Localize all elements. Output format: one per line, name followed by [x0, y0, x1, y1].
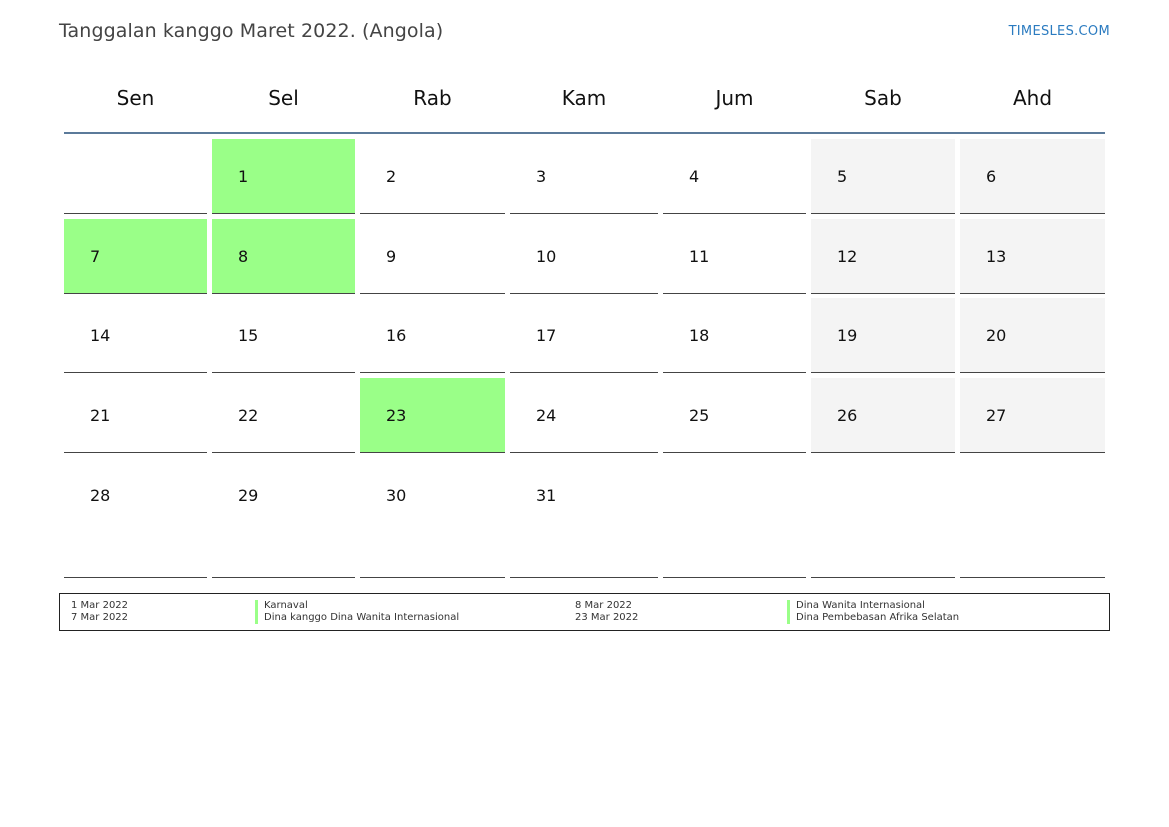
day-number: 7	[90, 247, 101, 266]
day-cell[interactable]: 19	[811, 298, 955, 373]
holiday-name: Dina Wanita Internasional	[787, 600, 925, 612]
day-number: 8	[238, 247, 249, 266]
day-cell[interactable]: 26	[811, 378, 955, 453]
weekday-label: Sab	[864, 86, 902, 110]
day-number: 14	[90, 326, 111, 345]
day-number: 2	[386, 167, 397, 186]
day-number: 19	[837, 326, 858, 345]
day-number: 18	[689, 326, 710, 345]
day-number: 6	[986, 167, 997, 186]
day-cell[interactable]: 17	[510, 298, 658, 373]
weekday-label: Rab	[413, 86, 452, 110]
holiday-legend: 1 Mar 2022 Karnaval 7 Mar 2022 Dina kanggo …	[59, 593, 1110, 631]
day-cell[interactable]: 14	[64, 298, 207, 373]
day-cell[interactable]: 16	[360, 298, 505, 373]
day-cell[interactable]: 24	[510, 378, 658, 453]
day-number: 26	[837, 406, 858, 425]
day-cell[interactable]: 29	[212, 458, 355, 578]
day-cell[interactable]: 3	[510, 139, 658, 214]
holiday-date: 8 Mar 2022	[575, 600, 633, 611]
day-cell[interactable]: 1	[212, 139, 355, 214]
empty-day-cell	[960, 458, 1105, 578]
day-cell[interactable]: 22	[212, 378, 355, 453]
brand-link[interactable]: TIMESLES.COM	[1008, 24, 1110, 39]
day-number: 31	[536, 486, 557, 505]
empty-day-cell	[64, 139, 207, 214]
day-cell[interactable]: 15	[212, 298, 355, 373]
day-number: 5	[837, 167, 848, 186]
day-cell[interactable]: 25	[663, 378, 806, 453]
day-number: 15	[238, 326, 259, 345]
day-cell[interactable]: 5	[811, 139, 955, 214]
day-cell[interactable]: 6	[960, 139, 1105, 214]
holiday-name: Karnaval	[255, 600, 308, 612]
day-cell[interactable]: 18	[663, 298, 806, 373]
day-number: 29	[238, 486, 259, 505]
weekday-label: Jum	[715, 86, 754, 110]
holiday-date: 7 Mar 2022	[71, 612, 129, 623]
day-number: 21	[90, 406, 111, 425]
day-cell[interactable]: 11	[663, 219, 806, 294]
day-number: 24	[536, 406, 557, 425]
day-number: 25	[689, 406, 710, 425]
day-number: 30	[386, 486, 407, 505]
day-number: 28	[90, 486, 111, 505]
page-title: Tanggalan kanggo Maret 2022. (Angola)	[59, 20, 444, 42]
day-number: 11	[689, 247, 710, 266]
day-cell[interactable]: 30	[360, 458, 505, 578]
day-number: 1	[238, 167, 249, 186]
day-cell[interactable]: 21	[64, 378, 207, 453]
holiday-name: Dina kanggo Dina Wanita Internasional	[255, 612, 459, 624]
day-number: 22	[238, 406, 259, 425]
weekday-header: Sen Sel Rab Kam Jum Sab Ahd	[64, 80, 1105, 134]
holiday-date: 23 Mar 2022	[575, 612, 639, 623]
day-number: 17	[536, 326, 557, 345]
day-cell[interactable]: 13	[960, 219, 1105, 294]
day-cell[interactable]: 28	[64, 458, 207, 578]
day-number: 20	[986, 326, 1007, 345]
day-cell[interactable]: 7	[64, 219, 207, 294]
empty-day-cell	[663, 458, 806, 578]
day-cell[interactable]: 23	[360, 378, 505, 453]
day-number: 4	[689, 167, 700, 186]
day-number: 23	[386, 406, 407, 425]
day-number: 3	[536, 167, 547, 186]
weekday-label: Sel	[268, 86, 299, 110]
day-cell[interactable]: 10	[510, 219, 658, 294]
day-cell[interactable]: 20	[960, 298, 1105, 373]
day-cell[interactable]: 27	[960, 378, 1105, 453]
day-cell[interactable]: 31	[510, 458, 658, 578]
day-number: 16	[386, 326, 407, 345]
day-cell[interactable]: 12	[811, 219, 955, 294]
day-cell[interactable]: 8	[212, 219, 355, 294]
day-number: 27	[986, 406, 1007, 425]
holiday-name: Dina Pembebasan Afrika Selatan	[787, 612, 959, 624]
weekday-label: Kam	[561, 86, 607, 110]
day-number: 10	[536, 247, 557, 266]
empty-day-cell	[811, 458, 955, 578]
day-cell[interactable]: 4	[663, 139, 806, 214]
day-number: 12	[837, 247, 858, 266]
day-cell[interactable]: 2	[360, 139, 505, 214]
day-number: 13	[986, 247, 1007, 266]
weekday-label: Sen	[116, 86, 155, 110]
holiday-date: 1 Mar 2022	[71, 600, 129, 611]
weekday-label: Ahd	[1012, 86, 1053, 110]
day-cell[interactable]: 9	[360, 219, 505, 294]
day-number: 9	[386, 247, 397, 266]
